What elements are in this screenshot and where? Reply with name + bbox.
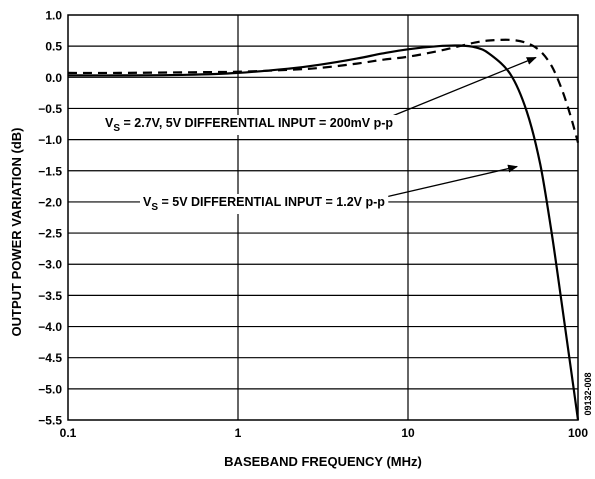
y-tick-label: −5.0	[38, 382, 62, 396]
x-axis-label: BASEBAND FREQUENCY (MHz)	[224, 454, 422, 469]
annotation-1: VS = 2.7V, 5V DIFFERENTIAL INPUT = 200mV…	[105, 116, 393, 134]
x-tick-label: 0.1	[60, 426, 77, 440]
y-axis-label: OUTPUT POWER VARIATION (dB)	[9, 128, 24, 337]
annotation-1-sub: S	[113, 123, 120, 134]
plot-frame	[67, 14, 579, 421]
y-tick-label: −4.0	[38, 320, 62, 334]
annotation-2-background	[140, 194, 389, 214]
x-tick-labels: 0.1 1 10 100	[60, 426, 589, 440]
y-tick-labels: 1.0 0.5 0.0 −0.5 −1.0 −1.5 −2.0 −2.5 −3.0 −3.5 −4.…	[38, 9, 62, 428]
dashed-series-line	[67, 38, 580, 143]
y-tick-label: −5.5	[38, 414, 62, 428]
x-tick-label: 1	[235, 426, 242, 440]
figure-code-label: 09132-008	[583, 372, 593, 415]
y-tick-label: −1.5	[38, 164, 62, 178]
y-tick-label: −2.5	[38, 227, 62, 241]
solid-series-line	[67, 44, 580, 421]
x-tick-label: 10	[401, 426, 415, 440]
y-tick-label: −1.0	[38, 133, 62, 147]
annotation-arrow-2	[381, 164, 519, 199]
annotation-2: VS = 5V DIFFERENTIAL INPUT = 1.2V p-p	[143, 195, 385, 213]
annotation-2-text: = 5V DIFFERENTIAL INPUT = 1.2V p-p	[158, 195, 385, 209]
annotations: VS = 2.7V, 5V DIFFERENTIAL INPUT = 200mV…	[102, 56, 537, 214]
y-tick-label: 1.0	[45, 9, 62, 23]
y-tick-label: 0.5	[45, 40, 62, 54]
y-tick-label: −4.5	[38, 351, 62, 365]
y-tick-label: 0.0	[45, 71, 62, 85]
series-layer	[67, 38, 580, 421]
annotation-1-text: = 2.7V, 5V DIFFERENTIAL INPUT = 200mV p-…	[120, 116, 393, 130]
annotation-arrow-1	[387, 56, 537, 119]
y-tick-label: −2.0	[38, 195, 62, 209]
y-tick-label: −3.5	[38, 289, 62, 303]
annotation-2-sub: S	[151, 202, 158, 213]
y-tick-label: −3.0	[38, 258, 62, 272]
annotation-1-background	[102, 115, 397, 135]
x-tick-label: 100	[568, 426, 588, 440]
annotation-2-v: V	[143, 195, 152, 209]
annotation-1-v: V	[105, 116, 114, 130]
y-tick-label: −0.5	[38, 102, 62, 116]
